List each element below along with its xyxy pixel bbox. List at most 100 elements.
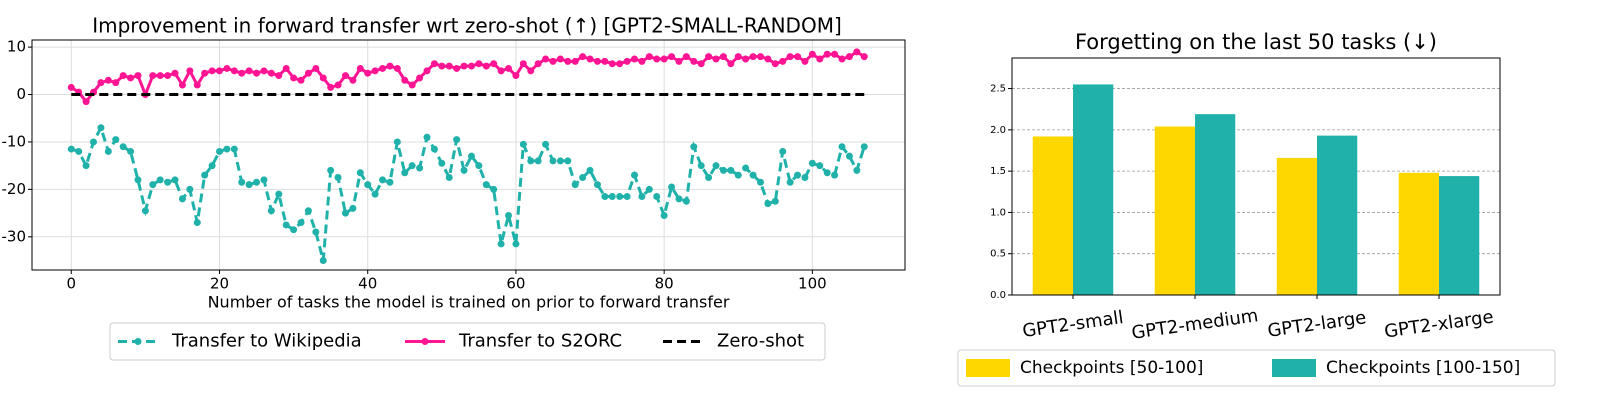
bar bbox=[1439, 176, 1480, 295]
data-point bbox=[675, 57, 683, 65]
data-point bbox=[453, 136, 461, 144]
data-point bbox=[371, 67, 379, 75]
data-point bbox=[393, 64, 401, 72]
data-point bbox=[297, 76, 305, 84]
data-point bbox=[245, 67, 253, 75]
x-tick-label: 100 bbox=[798, 275, 827, 293]
data-point bbox=[534, 60, 542, 68]
x-tick-label: 80 bbox=[655, 275, 674, 293]
data-point bbox=[549, 157, 557, 165]
data-point bbox=[586, 55, 594, 63]
data-point bbox=[290, 226, 298, 234]
data-point bbox=[215, 147, 223, 155]
data-point bbox=[482, 181, 490, 189]
data-point bbox=[608, 192, 616, 200]
data-point bbox=[556, 157, 564, 165]
data-point bbox=[334, 174, 342, 182]
data-point bbox=[341, 72, 349, 80]
data-point bbox=[631, 171, 639, 179]
data-point bbox=[727, 60, 735, 68]
y-tick-label: 2.5 bbox=[990, 84, 1006, 95]
data-point bbox=[579, 53, 587, 61]
data-point bbox=[275, 72, 283, 80]
data-point bbox=[623, 192, 631, 200]
data-point bbox=[201, 69, 209, 77]
data-point bbox=[386, 178, 394, 186]
data-point bbox=[512, 72, 520, 80]
data-point bbox=[823, 169, 831, 177]
chart: Improvement in forward transfer wrt zero… bbox=[2, 14, 906, 361]
data-point bbox=[408, 81, 416, 89]
x-tick-label: GPT2-small bbox=[1021, 307, 1125, 342]
data-point bbox=[631, 55, 639, 63]
data-point bbox=[467, 152, 475, 160]
data-point bbox=[112, 136, 120, 144]
series-line bbox=[70, 123, 866, 261]
data-point bbox=[505, 211, 513, 219]
bar bbox=[1317, 135, 1358, 295]
y-tick-label: 0.0 bbox=[990, 290, 1006, 301]
legend-marker bbox=[421, 338, 429, 345]
data-point bbox=[705, 53, 713, 61]
data-point bbox=[238, 69, 246, 77]
y-tick-label: 0.5 bbox=[990, 249, 1006, 260]
data-point bbox=[141, 207, 149, 215]
data-point bbox=[193, 81, 201, 89]
data-point bbox=[660, 55, 668, 63]
data-point bbox=[408, 162, 416, 170]
data-point bbox=[445, 174, 453, 182]
data-point bbox=[727, 166, 735, 174]
data-point bbox=[327, 83, 335, 91]
data-point bbox=[423, 133, 431, 141]
bar bbox=[1398, 172, 1439, 295]
x-axis-label: Number of tasks the model is trained on … bbox=[208, 293, 730, 312]
data-point bbox=[542, 55, 550, 63]
data-point bbox=[90, 138, 98, 146]
data-point bbox=[386, 62, 394, 70]
data-point bbox=[771, 60, 779, 68]
data-point bbox=[593, 181, 601, 189]
data-point bbox=[497, 240, 505, 248]
data-point bbox=[193, 219, 201, 227]
data-point bbox=[794, 171, 802, 179]
data-point bbox=[645, 185, 653, 193]
data-point bbox=[312, 228, 320, 236]
data-point bbox=[808, 159, 816, 167]
data-point bbox=[97, 79, 105, 87]
data-point bbox=[438, 159, 446, 167]
bar bbox=[1154, 126, 1195, 295]
data-point bbox=[186, 185, 194, 193]
data-point bbox=[334, 81, 342, 89]
bar bbox=[1276, 157, 1317, 295]
data-point bbox=[668, 53, 676, 61]
data-point bbox=[831, 171, 839, 179]
data-point bbox=[571, 181, 579, 189]
data-point bbox=[845, 152, 853, 160]
data-point bbox=[786, 178, 794, 186]
data-point bbox=[682, 53, 690, 61]
data-point bbox=[215, 67, 223, 75]
legend-swatch bbox=[966, 359, 1010, 377]
data-point bbox=[82, 98, 90, 106]
data-point bbox=[482, 62, 490, 70]
data-point bbox=[764, 200, 772, 208]
data-point bbox=[67, 145, 75, 153]
data-point bbox=[119, 143, 127, 151]
data-point bbox=[794, 53, 802, 61]
data-point bbox=[267, 207, 275, 215]
data-point bbox=[460, 166, 468, 174]
data-point bbox=[593, 57, 601, 65]
data-point bbox=[527, 157, 535, 165]
data-point bbox=[127, 74, 135, 82]
data-point bbox=[801, 174, 809, 182]
data-point bbox=[645, 53, 653, 61]
data-point bbox=[801, 57, 809, 65]
data-point bbox=[245, 181, 253, 189]
data-point bbox=[223, 64, 231, 72]
data-point bbox=[119, 72, 127, 80]
data-point bbox=[430, 60, 438, 68]
legend-label: Zero-shot bbox=[717, 331, 804, 352]
data-point bbox=[401, 169, 409, 177]
data-point bbox=[349, 204, 357, 212]
data-point bbox=[756, 53, 764, 61]
